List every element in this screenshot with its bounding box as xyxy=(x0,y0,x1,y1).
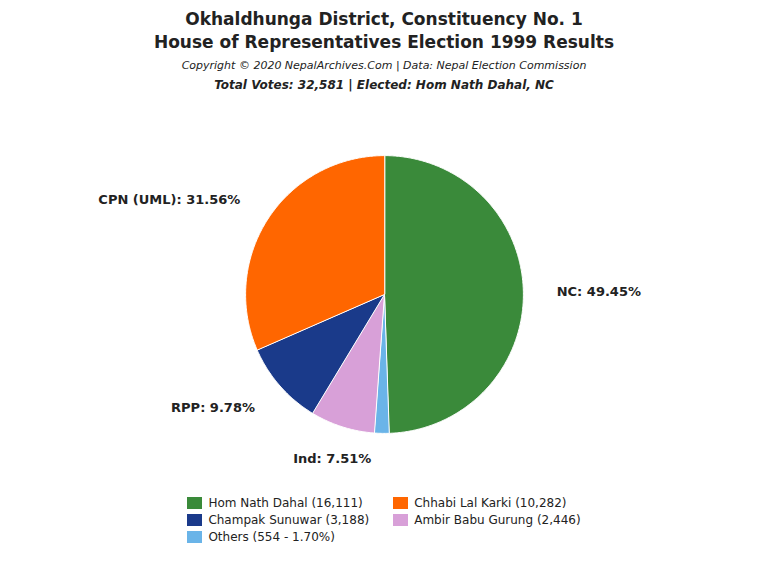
svg-text:CPN (UML): 31.56%: CPN (UML): 31.56% xyxy=(98,192,240,207)
html-text:Others (554 - 1.70%): Others (554 - 1.70%) xyxy=(208,530,335,544)
html-text:Chhabi Lal Karki (10,282): Chhabi Lal Karki (10,282) xyxy=(414,496,567,510)
html-text:Ambir Babu Gurung (2,446): Ambir Babu Gurung (2,446) xyxy=(414,513,581,527)
svg-text:Ind: 7.51%: Ind: 7.51% xyxy=(293,451,371,466)
html-text:Okhaldhunga District, Constitu: Okhaldhunga District, Constituency No. 1 xyxy=(185,9,583,29)
html-text:House of Representatives Elect: House of Representatives Election 1999 R… xyxy=(154,32,614,52)
html-text:Total Votes: 32,581 | Elected:: Total Votes: 32,581 | Elected: Hom Nath … xyxy=(214,78,554,92)
html-text:Copyright © 2020 NepalArchives: Copyright © 2020 NepalArchives.Com | Dat… xyxy=(181,59,587,72)
svg-text:NC: 49.45%: NC: 49.45% xyxy=(557,284,641,299)
html-text:Hom Nath Dahal (16,111): Hom Nath Dahal (16,111) xyxy=(208,496,363,510)
svg-text:RPP: 9.78%: RPP: 9.78% xyxy=(171,400,255,415)
html-text:Champak Sunuwar (3,188): Champak Sunuwar (3,188) xyxy=(208,513,370,527)
